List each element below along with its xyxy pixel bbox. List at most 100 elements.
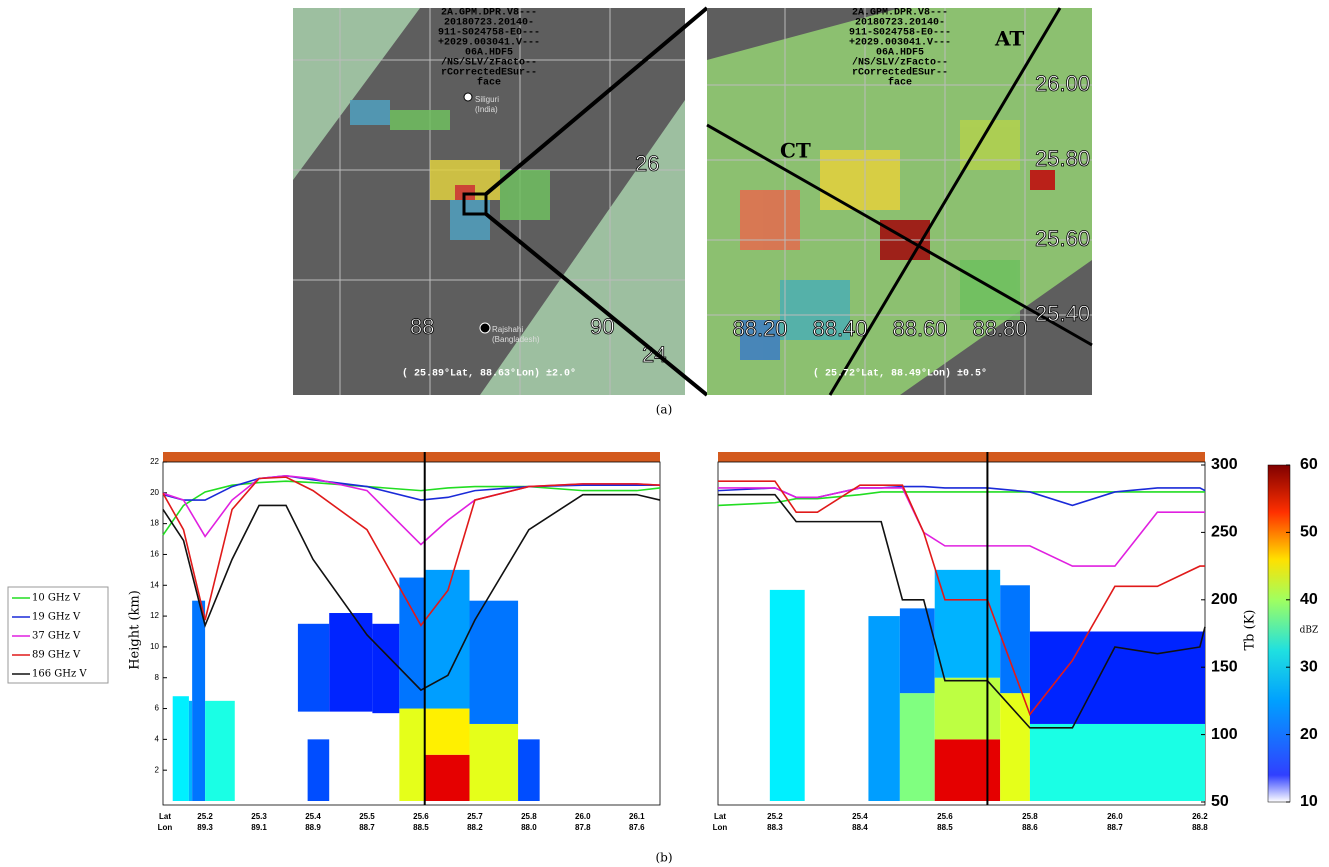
x-tick-label: 88.2 — [467, 823, 483, 832]
x-tick-label: 26.1 — [629, 812, 645, 821]
reflectivity-cell — [1030, 724, 1205, 801]
center-coord: ( 25.72°Lat, 88.49°Lon) ±0.5° — [813, 368, 987, 380]
flag-bar — [163, 452, 660, 462]
x-tick-label: 25.5 — [359, 812, 375, 821]
reflectivity-cell — [308, 739, 330, 801]
lon-label: 88 — [410, 314, 434, 339]
x-tick-label: 88.5 — [937, 823, 953, 832]
colorbar-tick-label: 30 — [1300, 658, 1318, 675]
reflectivity-cell — [900, 693, 935, 801]
lon-label: 88.20 — [732, 316, 787, 341]
lat-label: 26.00 — [1035, 71, 1090, 96]
city: Rajshahi — [492, 325, 523, 334]
reflectivity-cell — [518, 739, 540, 801]
y-axis-label: Height (km) — [128, 590, 143, 670]
caption: (b) — [655, 851, 672, 865]
x-row-label: Lat — [714, 812, 726, 821]
flag-bar — [718, 452, 1205, 462]
x-tick-label: 89.3 — [197, 823, 213, 832]
x-tick-label: 25.8 — [1022, 812, 1038, 821]
x-tick-label: 88.7 — [1107, 823, 1123, 832]
colorbar-tick-label: 40 — [1300, 591, 1318, 608]
figure: Siliguri (India) Rajshahi (Bangladesh) 2… — [0, 0, 1329, 867]
x-tick-label: 88.3 — [767, 823, 783, 832]
reflectivity-cell — [189, 701, 192, 801]
reflectivity-cell — [1000, 693, 1030, 801]
y2-tick-label: 50 — [1211, 793, 1229, 810]
reflectivity-cell — [399, 709, 424, 801]
x-tick-label: 25.7 — [467, 812, 483, 821]
x-tick-label: 26.2 — [1192, 812, 1208, 821]
reflectivity-cell — [935, 678, 1000, 740]
caption: (a) — [656, 403, 673, 417]
x-tick-label: 25.8 — [521, 812, 537, 821]
colorbar-tick-label: 10 — [1300, 793, 1318, 810]
colorbar — [1268, 465, 1290, 802]
colorbar-tick-label: 20 — [1300, 726, 1318, 743]
y2-axis-label: Tb (K) — [1243, 610, 1258, 651]
center-coord: ( 25.89°Lat, 88.63°Lon) ±2.0° — [402, 368, 576, 380]
colorbar-tick-label: 50 — [1300, 524, 1318, 541]
colorbar-tick-label: 60 — [1300, 456, 1318, 473]
x-tick-label: 25.4 — [852, 812, 868, 821]
reflectivity-cell — [329, 613, 372, 712]
y-tick-label: 4 — [155, 734, 160, 743]
lat-label: 25.40 — [1035, 301, 1090, 326]
track-label: CT — [780, 139, 811, 163]
y-tick-label: 12 — [150, 611, 159, 620]
lat-label: 25.80 — [1035, 146, 1090, 171]
y-tick-label: 10 — [150, 642, 159, 651]
reflectivity-cell — [935, 570, 1000, 678]
reflectivity-cell — [399, 578, 424, 709]
city: (India) — [475, 105, 498, 114]
x-row-label: Lon — [713, 823, 728, 832]
lon-label: 88.80 — [972, 316, 1027, 341]
y2-tick-label: 200 — [1211, 591, 1238, 608]
x-tick-label: 87.6 — [629, 823, 645, 832]
y-tick-label: 8 — [155, 673, 160, 682]
legend-label: 19 GHz V — [32, 612, 81, 623]
x-tick-label: 25.6 — [937, 812, 953, 821]
reflectivity-cell — [192, 601, 205, 801]
y2-tick-label: 300 — [1211, 456, 1238, 473]
x-tick-label: 89.1 — [251, 823, 267, 832]
reflectivity-cell — [470, 724, 519, 801]
x-row-label: Lon — [158, 823, 173, 832]
x-tick-label: 88.6 — [1022, 823, 1038, 832]
legend-label: 10 GHz V — [32, 593, 81, 604]
y-tick-label: 18 — [150, 519, 159, 528]
x-row-label: Lat — [159, 812, 171, 821]
x-tick-label: 25.4 — [305, 812, 321, 821]
y-tick-label: 20 — [150, 488, 159, 497]
y2-tick-label: 100 — [1211, 726, 1238, 743]
reflectivity-cell — [868, 616, 899, 801]
lon-label: 88.60 — [892, 316, 947, 341]
reflectivity-cell — [173, 696, 189, 801]
y2-tick-label: 250 — [1211, 524, 1238, 541]
y-tick-label: 2 — [155, 765, 160, 774]
x-tick-label: 26.0 — [1107, 812, 1123, 821]
reflectivity-cell — [935, 739, 1000, 801]
left-map: Siliguri (India) Rajshahi (Bangladesh) 2… — [293, 8, 685, 395]
reflectivity-cell — [372, 624, 399, 713]
reflectivity-cell — [770, 590, 805, 801]
x-tick-label: 25.2 — [197, 812, 213, 821]
x-tick-label: 88.5 — [413, 823, 429, 832]
x-tick-label: 25.3 — [251, 812, 267, 821]
x-tick-label: 88.8 — [1192, 823, 1208, 832]
x-tick-label: 25.6 — [413, 812, 429, 821]
reflectivity-cell — [1000, 585, 1030, 693]
x-tick-label: 25.2 — [767, 812, 783, 821]
legend-label: 89 GHz V — [32, 650, 81, 661]
header-line: face — [888, 77, 912, 89]
x-tick-label: 87.8 — [575, 823, 591, 832]
reflectivity-cell — [425, 755, 470, 801]
right-map: 26.00 25.80 25.60 25.40 88.20 88.40 88.6… — [707, 8, 1092, 395]
x-tick-label: 88.4 — [852, 823, 868, 832]
reflectivity-cell — [425, 709, 470, 755]
legend-label: 166 GHz V — [32, 669, 87, 680]
x-tick-label: 26.0 — [575, 812, 591, 821]
lat-label: 25.60 — [1035, 226, 1090, 251]
y-tick-label: 16 — [150, 550, 159, 559]
y-tick-label: 6 — [155, 704, 160, 713]
